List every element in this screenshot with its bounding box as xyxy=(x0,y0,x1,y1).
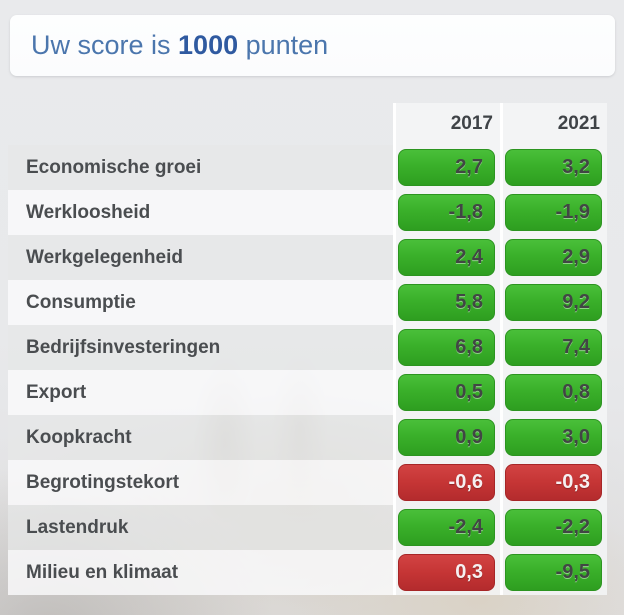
score-badge[interactable]: -2,2 xyxy=(505,509,602,546)
table-row: Werkloosheid -1,8 -1,9 xyxy=(8,190,607,235)
value-cell: -0,3 xyxy=(500,460,607,505)
score-banner: Uw score is 1000 punten xyxy=(10,15,615,76)
score-value: 1000 xyxy=(178,30,239,60)
value-cell: -2,4 xyxy=(393,505,500,550)
score-badge[interactable]: -1,9 xyxy=(505,194,602,231)
column-header-2021: 2021 xyxy=(500,103,607,145)
score-badge[interactable]: 0,5 xyxy=(398,374,495,411)
value-cell: 2,9 xyxy=(500,235,607,280)
score-table: 2017 2021 Economische groei 2,7 3,2 Werkloo… xyxy=(8,103,607,595)
value-cell: 5,8 xyxy=(393,280,500,325)
value-cell: 0,9 xyxy=(393,415,500,460)
table-row: Export 0,5 0,8 xyxy=(8,370,607,415)
score-badge[interactable]: 9,2 xyxy=(505,284,602,321)
value-cell: 0,3 xyxy=(393,550,500,595)
score-badge[interactable]: 2,7 xyxy=(398,149,495,186)
score-badge[interactable]: -2,4 xyxy=(398,509,495,546)
table-row: Consumptie 5,8 9,2 xyxy=(8,280,607,325)
score-badge[interactable]: 5,8 xyxy=(398,284,495,321)
table-row: Economische groei 2,7 3,2 xyxy=(8,145,607,190)
value-cell: 2,7 xyxy=(393,145,500,190)
score-text-prefix: Uw score is xyxy=(31,30,179,60)
row-label: Consumptie xyxy=(8,280,393,325)
score-badge[interactable]: 0,3 xyxy=(398,554,495,591)
score-badge[interactable]: 2,9 xyxy=(505,239,602,276)
score-badge[interactable]: 2,4 xyxy=(398,239,495,276)
value-cell: -1,9 xyxy=(500,190,607,235)
score-badge[interactable]: -0,3 xyxy=(505,464,602,501)
table-header-row: 2017 2021 xyxy=(8,103,607,145)
score-badge[interactable]: 3,0 xyxy=(505,419,602,456)
column-header-2017: 2017 xyxy=(393,103,500,145)
value-cell: -9,5 xyxy=(500,550,607,595)
table-rows: Economische groei 2,7 3,2 Werkloosheid -1,8-… xyxy=(8,145,607,595)
table-row: Milieu en klimaat 0,3 -9,5 xyxy=(8,550,607,595)
row-label: Bedrijfsinvesteringen xyxy=(8,325,393,370)
value-cell: 3,0 xyxy=(500,415,607,460)
score-badge[interactable]: 0,9 xyxy=(398,419,495,456)
row-label: Werkloosheid xyxy=(8,190,393,235)
row-label: Export xyxy=(8,370,393,415)
score-badge[interactable]: 7,4 xyxy=(505,329,602,366)
score-badge[interactable]: 6,8 xyxy=(398,329,495,366)
row-label: Begrotingstekort xyxy=(8,460,393,505)
value-cell: -0,6 xyxy=(393,460,500,505)
value-cell: 3,2 xyxy=(500,145,607,190)
row-label: Koopkracht xyxy=(8,415,393,460)
score-badge[interactable]: -9,5 xyxy=(505,554,602,591)
table-row: Begrotingstekort -0,6 -0,3 xyxy=(8,460,607,505)
row-label: Economische groei xyxy=(8,145,393,190)
value-cell: 2,4 xyxy=(393,235,500,280)
row-label: Milieu en klimaat xyxy=(8,550,393,595)
table-row: Bedrijfsinvesteringen 6,8 7,4 xyxy=(8,325,607,370)
header-spacer xyxy=(8,103,393,145)
score-text-suffix: punten xyxy=(238,30,329,60)
score-badge[interactable]: -0,6 xyxy=(398,464,495,501)
score-badge[interactable]: 3,2 xyxy=(505,149,602,186)
value-cell: 6,8 xyxy=(393,325,500,370)
value-cell: -2,2 xyxy=(500,505,607,550)
score-badge[interactable]: -1,8 xyxy=(398,194,495,231)
value-cell: 0,8 xyxy=(500,370,607,415)
table-row: Lastendruk -2,4 -2,2 xyxy=(8,505,607,550)
value-cell: 0,5 xyxy=(393,370,500,415)
value-cell: -1,8 xyxy=(393,190,500,235)
value-cell: 7,4 xyxy=(500,325,607,370)
row-label: Werkgelegenheid xyxy=(8,235,393,280)
value-cell: 9,2 xyxy=(500,280,607,325)
table-row: Koopkracht 0,9 3,0 xyxy=(8,415,607,460)
table-row: Werkgelegenheid 2,4 2,9 xyxy=(8,235,607,280)
row-label: Lastendruk xyxy=(8,505,393,550)
score-badge[interactable]: 0,8 xyxy=(505,374,602,411)
